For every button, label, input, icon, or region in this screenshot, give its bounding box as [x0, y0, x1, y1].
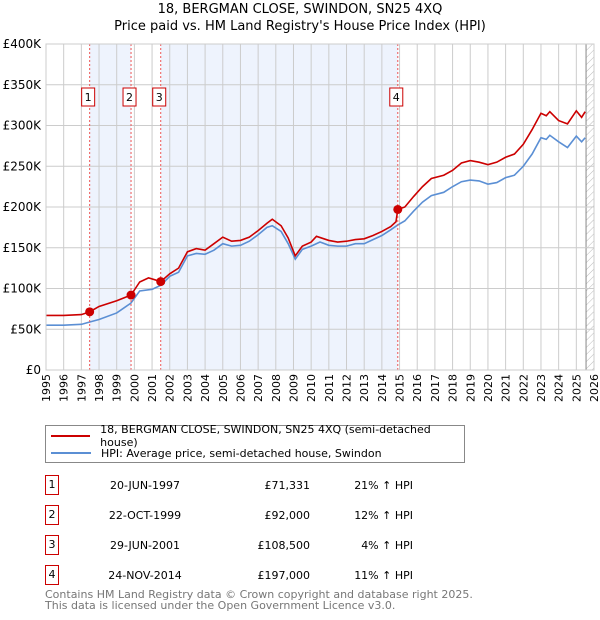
x-tick-label: 1995 — [40, 374, 53, 402]
legend-hpi-label: HPI: Average price, semi-detached house,… — [101, 446, 382, 460]
legend: 18, BERGMAN CLOSE, SWINDON, SN25 4XQ (se… — [45, 423, 465, 463]
transaction-number: 1 — [45, 475, 59, 495]
x-tick-label: 2021 — [500, 374, 513, 402]
transaction-row: 1 20-JUN-1997 £71,331 21% ↑ HPI — [45, 475, 445, 495]
sale-label: 1 — [85, 91, 92, 104]
transaction-number: 2 — [45, 505, 59, 525]
transaction-hpi-diff: 21% ↑ HPI — [354, 479, 413, 492]
transaction-date: 20-JUN-1997 — [109, 479, 181, 492]
transaction-hpi-diff: 4% ↑ HPI — [361, 539, 413, 552]
x-tick-label: 2009 — [287, 374, 300, 402]
x-tick-label: 2016 — [411, 374, 424, 402]
y-tick-label: £350K — [3, 78, 43, 92]
transaction-price: £71,331 — [264, 479, 311, 492]
transaction-row: 3 29-JUN-2001 £108,500 4% ↑ HPI — [45, 535, 445, 555]
y-tick-label: £400K — [3, 37, 43, 51]
transaction-hpi-diff: 11% ↑ HPI — [354, 569, 413, 582]
property-price-line — [46, 109, 586, 317]
x-tick-label: 2003 — [181, 374, 194, 402]
sale-label: 4 — [393, 91, 400, 104]
x-tick-label: 1996 — [58, 374, 71, 402]
x-tick-label: 2008 — [270, 374, 283, 402]
x-tick-label: 1998 — [93, 374, 106, 402]
transaction-price: £92,000 — [264, 509, 311, 522]
x-tick-label: 2014 — [376, 374, 389, 402]
x-tick-label: 2017 — [429, 374, 442, 402]
x-tick-label: 2010 — [305, 374, 318, 402]
x-tick-label: 2023 — [535, 374, 548, 402]
transaction-price: £108,500 — [257, 539, 311, 552]
transaction-date: 29-JUN-2001 — [109, 539, 181, 552]
legend-property-line — [51, 435, 91, 437]
x-tick-label: 2020 — [482, 374, 495, 402]
y-tick-label: £200K — [3, 200, 43, 214]
footer-line-2: This data is licensed under the Open Gov… — [45, 599, 396, 612]
x-tick-label: 2018 — [447, 374, 460, 402]
legend-hpi-line — [51, 452, 91, 454]
x-tick-label: 2015 — [394, 374, 407, 402]
sale-point — [85, 307, 95, 317]
hpi-line — [46, 134, 586, 326]
transaction-date: 24-NOV-2014 — [108, 569, 182, 582]
x-tick-label: 1997 — [75, 374, 88, 402]
footer: Contains HM Land Registry data © Crown c… — [45, 589, 473, 611]
footer-line-1: Contains HM Land Registry data © Crown c… — [45, 588, 473, 601]
plot-border — [45, 43, 595, 371]
sale-point — [126, 290, 136, 300]
x-tick-label: 2026 — [588, 374, 600, 402]
x-tick-label: 2013 — [358, 374, 371, 402]
y-tick-label: £150K — [3, 241, 43, 255]
price-chart: 1995 1996 1997 1998 1999 2000 2001 2002 2003 2004… — [3, 37, 600, 402]
transaction-number: 4 — [45, 565, 59, 585]
y-tick-label: £0 — [26, 363, 41, 377]
x-tick-label: 2025 — [570, 374, 583, 402]
sale-point — [393, 204, 403, 214]
x-tick-label: 2007 — [252, 374, 265, 402]
transaction-row: 2 22-OCT-1999 £92,000 12% ↑ HPI — [45, 505, 445, 525]
sale-point — [156, 277, 166, 287]
transaction-number: 3 — [45, 535, 59, 555]
chart-subtitle: Price paid vs. HM Land Registry's House … — [114, 19, 486, 34]
sale-label-box — [122, 87, 137, 107]
transaction-row: 4 24-NOV-2014 £197,000 11% ↑ HPI — [45, 565, 445, 585]
x-tick-label: 2005 — [217, 374, 230, 402]
chart-title: 18, BERGMAN CLOSE, SWINDON, SN25 4XQ — [157, 2, 443, 17]
x-tick-label: 2012 — [341, 374, 354, 402]
x-tick-label: 1999 — [111, 374, 124, 402]
y-tick-label: £100K — [3, 282, 43, 296]
y-tick-label: £250K — [3, 159, 43, 173]
x-tick-label: 2006 — [234, 374, 247, 402]
x-tick-label: 2011 — [323, 374, 336, 402]
y-tick-label: £300K — [3, 119, 43, 133]
transaction-price: £197,000 — [257, 569, 311, 582]
x-tick-label: 2024 — [553, 374, 566, 402]
sale-label-box — [389, 87, 404, 107]
y-tick-label: £50K — [10, 322, 42, 336]
sale-label-box — [81, 87, 96, 107]
x-tick-label: 2019 — [464, 374, 477, 402]
x-tick-label: 2022 — [517, 374, 530, 402]
transaction-hpi-diff: 12% ↑ HPI — [354, 509, 413, 522]
x-tick-label: 2001 — [146, 374, 159, 402]
x-tick-label: 2000 — [128, 374, 141, 402]
sale-label: 2 — [126, 91, 133, 104]
sale-label-box — [152, 87, 167, 107]
x-tick-label: 2002 — [164, 374, 177, 402]
legend-property-label: 18, BERGMAN CLOSE, SWINDON, SN25 4XQ (se… — [100, 423, 431, 449]
sale-label: 3 — [156, 91, 163, 104]
x-tick-label: 2004 — [199, 374, 212, 402]
transaction-date: 22-OCT-1999 — [108, 509, 182, 522]
